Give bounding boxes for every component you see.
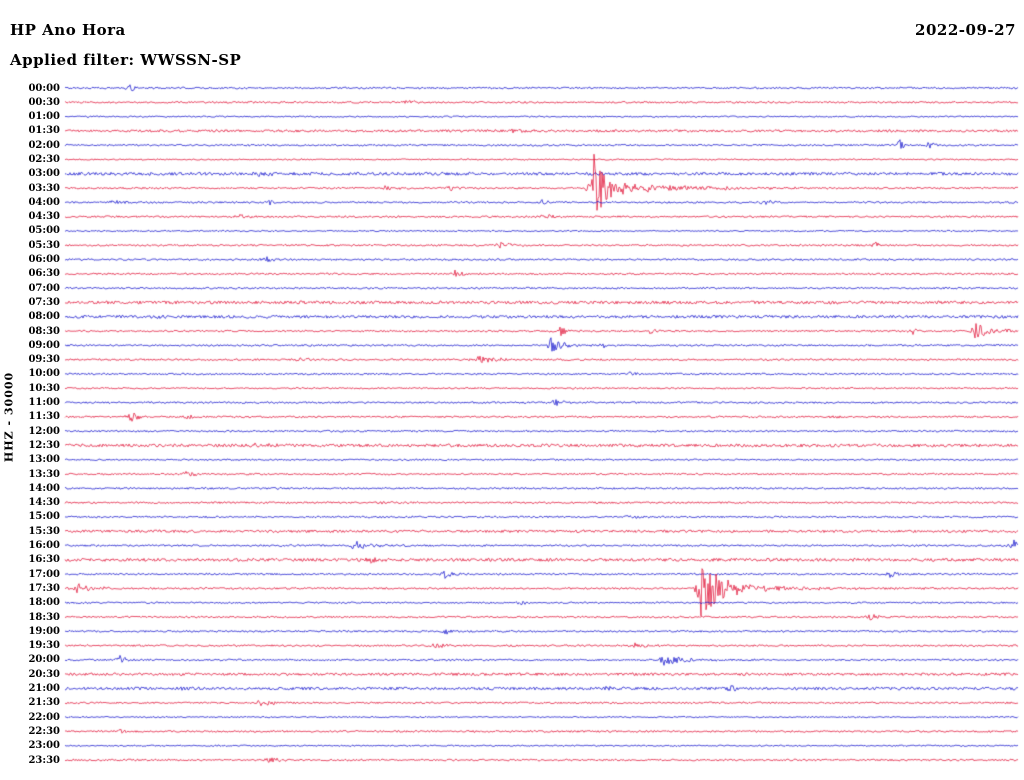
- time-label: 15:00: [28, 511, 60, 523]
- time-label: 02:30: [28, 153, 60, 165]
- date-label: 2022-09-27: [915, 21, 1016, 39]
- time-label: 03:00: [28, 168, 60, 180]
- time-label: 11:30: [28, 411, 60, 423]
- time-label: 13:30: [28, 468, 60, 480]
- time-label: 01:00: [28, 111, 60, 123]
- time-label: 07:30: [28, 296, 60, 308]
- time-label: 16:30: [28, 554, 60, 566]
- time-label: 20:30: [28, 668, 60, 680]
- time-label: 18:00: [28, 597, 60, 609]
- time-label: 09:00: [28, 339, 60, 351]
- time-label: 18:30: [28, 611, 60, 623]
- time-label: 08:00: [28, 311, 60, 323]
- time-label: 19:00: [28, 625, 60, 637]
- filter-label: Applied filter: WWSSN-SP: [10, 51, 242, 69]
- time-label: 08:30: [28, 325, 60, 337]
- time-label: 15:30: [28, 525, 60, 537]
- time-label: 23:30: [28, 754, 60, 766]
- time-label: 01:30: [28, 125, 60, 137]
- time-label: 14:00: [28, 482, 60, 494]
- time-label: 09:30: [28, 354, 60, 366]
- time-label: 04:30: [28, 211, 60, 223]
- time-label: 13:00: [28, 454, 60, 466]
- time-label: 00:30: [28, 96, 60, 108]
- time-label: 03:30: [28, 182, 60, 194]
- time-label: 17:00: [28, 568, 60, 580]
- time-label: 16:00: [28, 540, 60, 552]
- time-label: 04:00: [28, 196, 60, 208]
- time-label: 07:00: [28, 282, 60, 294]
- time-label: 21:30: [28, 697, 60, 709]
- time-label: 00:00: [28, 82, 60, 94]
- time-label: 23:00: [28, 740, 60, 752]
- time-label: 20:00: [28, 654, 60, 666]
- time-label: 05:30: [28, 239, 60, 251]
- time-label: 12:30: [28, 439, 60, 451]
- time-label: 10:00: [28, 368, 60, 380]
- station-title: HP Ano Hora: [10, 21, 126, 39]
- time-label: 11:00: [28, 397, 60, 409]
- time-label: 05:00: [28, 225, 60, 237]
- time-label: 17:30: [28, 582, 60, 594]
- time-label: 22:00: [28, 711, 60, 723]
- time-label: 22:30: [28, 725, 60, 737]
- time-label: 14:30: [28, 497, 60, 509]
- time-label: 21:00: [28, 683, 60, 694]
- time-label: 10:30: [28, 382, 60, 394]
- time-label: 06:30: [28, 268, 60, 280]
- time-label: 02:00: [28, 139, 60, 151]
- time-label: 12:00: [28, 425, 60, 437]
- time-label: 19:30: [28, 640, 60, 652]
- time-label: 06:00: [28, 254, 60, 266]
